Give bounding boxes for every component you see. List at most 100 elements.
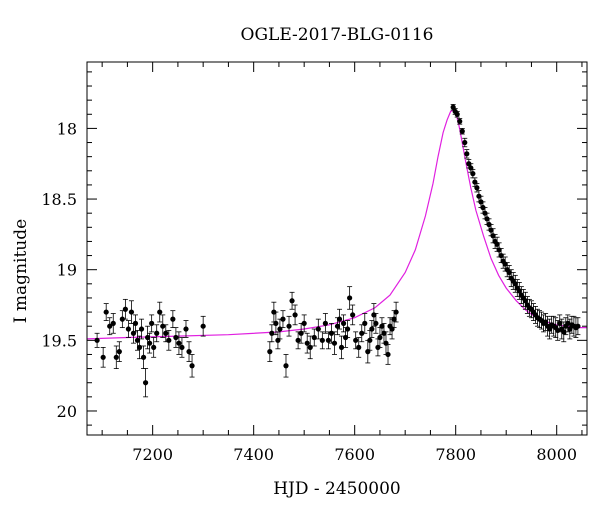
data-point-marker — [506, 269, 512, 276]
data-point — [367, 330, 373, 351]
data-point-marker — [157, 309, 163, 315]
data-point — [94, 332, 100, 348]
data-point-marker — [391, 316, 397, 322]
data-point — [315, 318, 321, 340]
data-point — [154, 324, 160, 343]
data-point — [269, 324, 275, 343]
data-point — [464, 149, 470, 159]
data-point-marker — [462, 139, 468, 146]
data-point-marker — [163, 330, 169, 336]
data-point — [107, 317, 113, 336]
y-axis-label: I magnitude — [11, 219, 31, 323]
data-point — [286, 315, 292, 337]
data-point-marker — [166, 337, 172, 343]
data-point-marker — [267, 349, 273, 355]
data-point-marker — [170, 316, 176, 322]
y-tick-label: 19 — [57, 261, 77, 280]
data-point — [140, 345, 147, 369]
data-point-marker — [319, 337, 325, 343]
data-point — [122, 298, 128, 320]
data-point — [151, 337, 157, 358]
data-point-marker — [142, 380, 149, 386]
data-point-marker — [567, 326, 573, 332]
data-point — [547, 318, 553, 340]
data-point-marker — [325, 337, 332, 343]
data-point-marker — [269, 330, 275, 336]
y-tick-label: 20 — [57, 402, 77, 421]
data-point — [353, 331, 359, 350]
data-point — [142, 368, 149, 398]
data-point — [100, 347, 106, 368]
data-point-marker — [575, 323, 581, 329]
data-point-marker — [277, 326, 283, 332]
data-point-marker — [338, 344, 345, 351]
data-point-marker — [516, 288, 522, 294]
data-point-marker — [160, 323, 166, 329]
data-point-marker — [393, 309, 399, 315]
data-point-marker — [283, 363, 289, 369]
data-point-marker — [100, 354, 106, 360]
data-point-marker — [379, 323, 385, 329]
data-point-marker — [334, 323, 341, 329]
data-point — [307, 335, 313, 360]
data-point-marker — [94, 337, 100, 343]
data-point-marker — [140, 354, 147, 360]
data-point — [116, 341, 122, 362]
data-point-marker — [134, 337, 141, 343]
data-point-marker — [565, 320, 571, 326]
data-point — [345, 320, 351, 338]
data-point-marker — [110, 320, 116, 326]
data-point — [350, 304, 356, 326]
data-point — [119, 310, 125, 329]
data-point-marker — [132, 320, 139, 326]
data-point-marker — [186, 349, 192, 355]
x-tick-label: 7200 — [132, 445, 173, 464]
data-point-marker — [356, 344, 362, 351]
data-point-marker — [176, 340, 182, 346]
data-point-marker — [474, 185, 480, 191]
data-point-marker — [457, 118, 463, 124]
data-point-marker — [470, 171, 476, 177]
model-curve-layer — [86, 109, 587, 340]
data-point — [292, 304, 298, 326]
data-point-marker — [292, 312, 298, 318]
data-point-marker — [136, 344, 143, 351]
data-point — [373, 313, 379, 334]
data-point-marker — [154, 330, 160, 336]
data-point — [385, 344, 391, 365]
data-point-marker — [522, 298, 528, 304]
data-point — [459, 128, 465, 135]
data-point — [149, 314, 155, 333]
data-point — [322, 313, 328, 334]
data-point — [454, 111, 460, 118]
x-tick-label: 7600 — [334, 445, 375, 464]
plot-frame — [86, 61, 588, 436]
data-point-marker — [147, 340, 153, 346]
data-point-marker — [350, 312, 356, 318]
data-point-marker — [128, 309, 135, 315]
data-point — [377, 327, 383, 348]
data-point-marker — [273, 320, 279, 326]
data-point-marker — [107, 323, 113, 329]
data-point-marker — [557, 320, 563, 326]
data-point-marker — [298, 330, 304, 336]
data-point — [173, 327, 179, 348]
data-point-marker — [353, 337, 359, 343]
data-point-marker — [119, 316, 125, 322]
data-point — [113, 345, 119, 369]
data-point-marker — [149, 320, 155, 326]
data-point-marker — [315, 326, 321, 332]
data-point-marker — [173, 334, 179, 341]
data-point — [200, 315, 206, 337]
data-point-marker — [116, 349, 122, 355]
data-point-marker — [125, 326, 132, 332]
data-point — [301, 314, 307, 333]
data-point — [393, 301, 399, 323]
data-point-marker — [145, 334, 151, 341]
x-tick-label: 7800 — [435, 445, 476, 464]
data-point — [273, 311, 279, 336]
data-point-marker — [362, 320, 368, 326]
data-point-marker — [385, 351, 391, 358]
data-point — [319, 331, 325, 350]
